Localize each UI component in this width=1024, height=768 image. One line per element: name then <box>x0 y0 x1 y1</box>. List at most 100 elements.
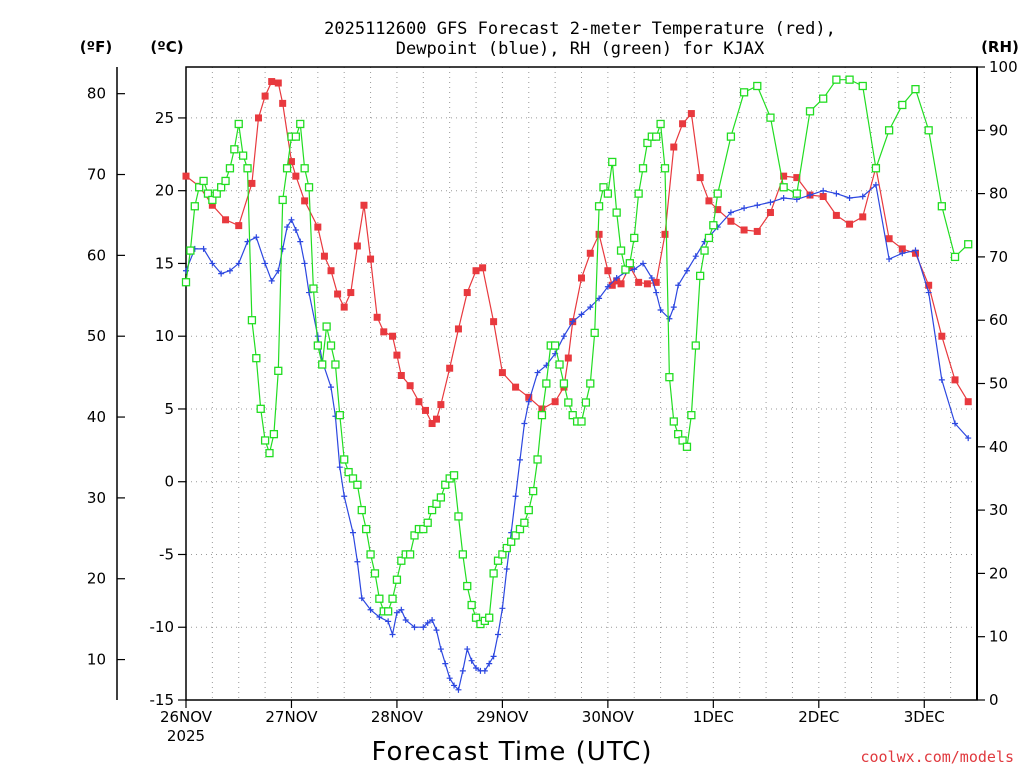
rh-tick-label: 50 <box>989 375 1008 393</box>
dewpoint-point <box>385 618 392 625</box>
x-tick-label: 30NOV <box>582 708 635 726</box>
dewpoint-point <box>402 616 409 623</box>
rh-point <box>603 189 613 198</box>
rh-point <box>195 183 204 192</box>
celsius-tick-label: -10 <box>150 618 175 636</box>
dewpoint-point <box>560 333 567 340</box>
temperature-point <box>268 78 276 86</box>
dewpoint-point <box>503 566 510 573</box>
rh-point <box>405 550 415 559</box>
rh-point <box>247 316 257 325</box>
rh-point <box>643 138 652 148</box>
fahrenheit-tick-label: 80 <box>87 85 106 103</box>
rh-point <box>590 328 599 338</box>
temperature-point <box>512 383 520 391</box>
rh-point <box>832 75 841 84</box>
temperature-point <box>393 351 401 359</box>
x-tick-label: 28NOV <box>371 708 424 726</box>
temperature-point <box>586 249 594 257</box>
rh-tick-label: 40 <box>989 438 1008 456</box>
rh-point <box>331 360 340 369</box>
rh-point <box>792 189 801 198</box>
temperature-point <box>347 289 355 297</box>
rh-point <box>366 550 375 559</box>
dewpoint-point <box>495 631 502 638</box>
dewpoint-point <box>437 646 444 653</box>
rh-tick-label: 20 <box>989 564 1008 582</box>
rh-point <box>190 202 199 211</box>
rh-point <box>256 404 265 413</box>
rh-point <box>441 480 450 489</box>
dewpoint-point <box>341 493 348 500</box>
rh-point <box>691 341 700 350</box>
dewpoint-point <box>512 493 519 500</box>
temperature-point <box>360 201 368 209</box>
rh-point <box>419 524 428 534</box>
rh-point <box>375 594 384 603</box>
rh-tick-label: 30 <box>989 501 1008 519</box>
celsius-tick-label: 5 <box>164 400 174 418</box>
dewpoint-point <box>613 275 620 281</box>
temperature-point <box>367 255 375 263</box>
chart-axes: 2520151050-5-10-158070605040302010100908… <box>87 58 1018 726</box>
rh-point <box>485 613 494 622</box>
rh-tick-label: 80 <box>989 185 1008 203</box>
dewpoint-point <box>912 247 919 254</box>
fahrenheit-tick-label: 40 <box>87 408 106 426</box>
rh-point <box>568 410 577 420</box>
rh-point <box>564 398 573 407</box>
temperature-point <box>696 174 704 182</box>
rh-point <box>423 518 432 527</box>
x-tick-label: 2DEC <box>798 708 839 726</box>
dewpoint-point <box>872 181 879 188</box>
dewpoint-point <box>780 194 787 201</box>
temperature-point <box>222 216 230 224</box>
temperature-point <box>182 172 190 180</box>
dewpoint-point <box>604 283 611 290</box>
rh-point <box>739 88 749 97</box>
temperature-point <box>898 245 906 253</box>
rh-point <box>221 176 230 186</box>
temperature-point <box>608 281 616 289</box>
dewpoint-point <box>420 624 427 631</box>
rh-point <box>454 512 463 521</box>
grid-lines <box>186 67 977 701</box>
rh-point <box>335 410 344 420</box>
temperature-point <box>406 382 414 390</box>
rh-point <box>410 531 419 540</box>
dewpoint-point <box>653 289 660 296</box>
rh-point <box>208 195 217 205</box>
chart-title-line-1: 2025112600 GFS Forecast 2-meter Temperat… <box>324 19 836 39</box>
rh-point <box>555 360 564 369</box>
fahrenheit-tick-label: 30 <box>87 489 106 507</box>
temperature-point <box>235 222 243 230</box>
dewpoint-point <box>442 660 449 667</box>
temperature-point <box>261 92 269 100</box>
temperature-point <box>525 393 533 401</box>
temperature-point <box>208 201 216 209</box>
rh-point <box>924 126 933 135</box>
temperature-point <box>670 143 678 151</box>
rh-point <box>779 183 788 192</box>
rh-point <box>432 499 441 508</box>
rh-point <box>238 151 248 160</box>
temperature-point <box>595 230 603 238</box>
temperature-point <box>446 364 454 372</box>
dewpoint-point <box>376 614 383 621</box>
dewpoint-point <box>490 653 497 660</box>
temperature-point <box>498 369 506 377</box>
dewpoint-point <box>578 311 585 318</box>
temperature-point <box>832 211 840 219</box>
rh-point <box>845 75 854 84</box>
rh-point <box>753 81 762 91</box>
rh-point <box>687 410 696 420</box>
celsius-tick-label: 10 <box>155 327 174 345</box>
rh-point <box>181 278 191 287</box>
celsius-tick-label: -5 <box>159 545 174 563</box>
dewpoint-point <box>767 199 774 206</box>
rh-point <box>537 410 547 420</box>
dewpoint-point <box>754 202 761 209</box>
temperature-point <box>472 267 480 275</box>
dewpoint-point <box>354 558 361 565</box>
dewpoint-point <box>358 595 365 602</box>
